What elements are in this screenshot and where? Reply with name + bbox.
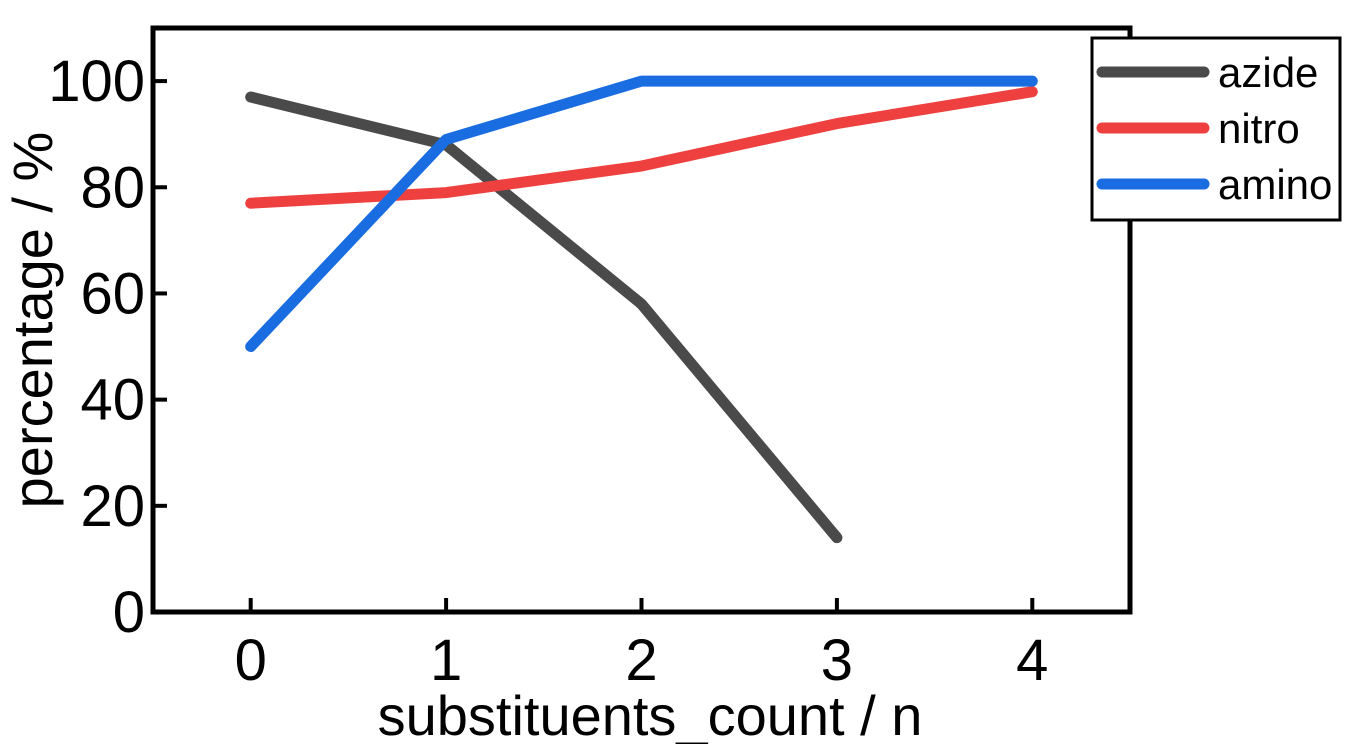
y-tick-label: 20 xyxy=(80,474,145,539)
y-tick-label: 100 xyxy=(48,49,145,114)
legend-label-azide: azide xyxy=(1218,49,1318,96)
plot-frame xyxy=(150,25,1133,615)
y-tick-label: 0 xyxy=(113,580,145,645)
x-tick-label: 0 xyxy=(235,628,267,693)
x-tick-label: 4 xyxy=(1016,628,1048,693)
series-line-nitro xyxy=(245,86,1038,209)
y-axis-label: percentage / % xyxy=(1,132,64,509)
y-axis-ticks: 0 20 40 60 80 100 xyxy=(48,49,167,645)
y-tick-label: 40 xyxy=(80,368,145,433)
x-axis-ticks: 0 1 2 3 4 xyxy=(235,598,1048,693)
legend: azide nitro amino xyxy=(1090,36,1342,222)
y-tick-label: 80 xyxy=(80,155,145,220)
y-tick-label: 60 xyxy=(80,261,145,326)
x-axis-label: substituents_count / n xyxy=(378,684,923,744)
series-layer xyxy=(245,75,1038,544)
legend-label-nitro: nitro xyxy=(1218,105,1300,152)
x-tick-label: 3 xyxy=(821,628,853,693)
x-tick-label: 2 xyxy=(625,628,657,693)
series-line-azide xyxy=(245,91,843,544)
legend-label-amino: amino xyxy=(1218,161,1332,208)
x-tick-label: 1 xyxy=(430,628,462,693)
series-line-amino xyxy=(245,75,1038,353)
